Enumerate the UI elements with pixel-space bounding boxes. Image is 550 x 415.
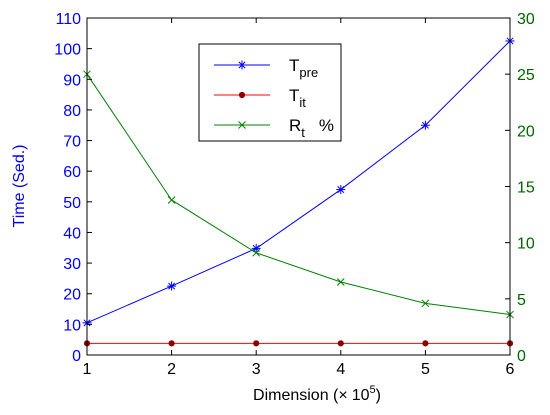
y-right-tick-label: 20	[517, 123, 535, 140]
x-axis-label-times: ×	[338, 387, 347, 404]
x-tick-label: 4	[336, 361, 345, 378]
series-line-0	[86, 40, 511, 324]
legend-label: Rt%	[289, 116, 334, 140]
y-right-tick-label: 5	[517, 292, 526, 309]
legend-item-2: Rt%	[214, 116, 334, 140]
y-left-tick-label: 50	[63, 195, 81, 212]
y-left-tick-label: 110	[55, 11, 81, 28]
series-lines	[86, 40, 511, 344]
y-left-tick-label: 40	[63, 225, 81, 242]
y-right-tick-label: 30	[517, 11, 535, 28]
series-2-point	[336, 278, 345, 286]
x-axis-label-base: 10	[352, 387, 370, 404]
legend-swatch-marker	[237, 60, 247, 70]
x-axis-label-exp: 5	[370, 384, 376, 396]
legend-label-main: R	[289, 116, 301, 135]
legend-label: Tpre	[289, 56, 318, 80]
series-0-point	[167, 281, 177, 291]
y-left-tick-label: 0	[72, 348, 81, 365]
y-axis-left-label: Time (Sed.)	[11, 145, 28, 228]
x-axis-label: Dimension (× 105)	[253, 384, 381, 404]
series-1-point	[337, 340, 344, 347]
legend-swatch-marker	[238, 91, 246, 99]
legend-label: Tit	[289, 86, 306, 110]
legend-item-0: Tpre	[214, 56, 318, 80]
y-left-tick-label: 90	[63, 72, 81, 89]
y-right-tick-label: 10	[517, 236, 535, 253]
legend-label-sub: it	[299, 95, 306, 110]
y-left-tick-label: 10	[63, 317, 81, 334]
y-left-tick-label: 30	[63, 256, 81, 273]
legend-label-main: T	[289, 86, 299, 105]
legend-label-sub: t	[301, 125, 305, 140]
series-0-point	[420, 120, 430, 130]
series-1-point	[168, 340, 175, 347]
x-axis-label-text: Dimension (	[253, 387, 339, 404]
series-0-point	[336, 185, 346, 195]
x-tick-label: 6	[506, 361, 515, 378]
y-left-tick-label: 60	[63, 164, 81, 181]
series-1-point	[422, 340, 429, 347]
series-2-point	[252, 248, 261, 257]
y-left-tick-label: 20	[63, 287, 81, 304]
series-line-2	[86, 73, 511, 316]
series-0-point	[251, 243, 261, 253]
x-tick-label: 3	[252, 361, 261, 378]
y-right-tick-label: 0	[517, 348, 526, 365]
series-2-point	[421, 299, 430, 308]
tick-labels: 1 2 3 4 5 60102030405060708090100110051015202…	[54, 11, 535, 378]
x-tick-label: 2	[167, 361, 176, 378]
x-axis-label-close: )	[376, 387, 381, 404]
y-left-tick-label: 80	[63, 103, 81, 120]
y-right-tick-label: 15	[517, 180, 535, 197]
series-1-point	[253, 340, 260, 347]
legend-item-1: Tit	[214, 86, 306, 110]
axis-ticks	[86, 17, 511, 356]
legend-label-main: T	[289, 56, 299, 75]
legend-label-suffix: %	[319, 116, 334, 135]
y-right-tick-label: 25	[517, 67, 535, 84]
legend-swatch-marker	[238, 121, 246, 129]
x-tick-label: 5	[421, 361, 430, 378]
y-left-tick-label: 100	[54, 42, 81, 59]
series-markers	[82, 36, 515, 347]
x-tick-label: 1	[83, 361, 92, 378]
series-2-point	[167, 196, 176, 204]
legend-label-sub: pre	[299, 65, 318, 80]
y-left-tick-label: 70	[63, 134, 81, 151]
